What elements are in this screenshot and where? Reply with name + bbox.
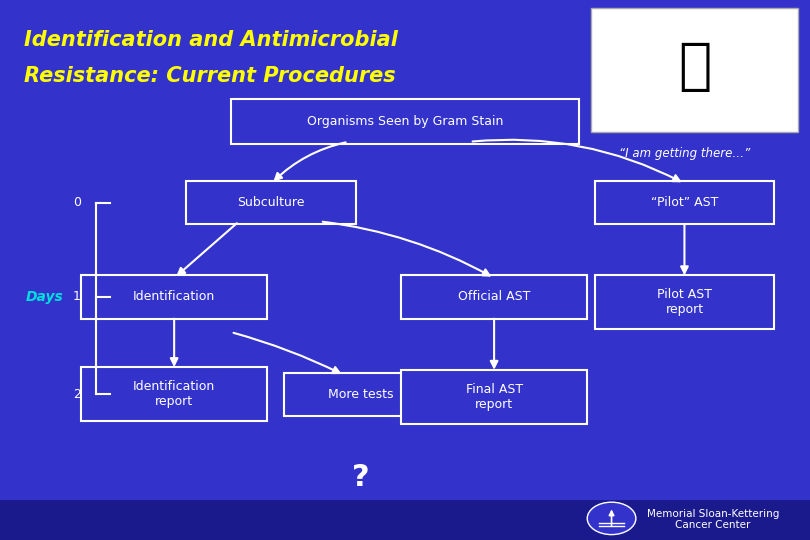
Text: Identification and Antimicrobial: Identification and Antimicrobial: [24, 30, 399, 51]
FancyBboxPatch shape: [595, 181, 774, 224]
FancyBboxPatch shape: [595, 275, 774, 329]
FancyBboxPatch shape: [81, 367, 267, 421]
FancyBboxPatch shape: [231, 98, 579, 144]
Text: Final AST
report: Final AST report: [466, 383, 522, 411]
Text: “I am getting there…”: “I am getting there…”: [619, 147, 750, 160]
Text: Memorial Sloan-Kettering
Cancer Center: Memorial Sloan-Kettering Cancer Center: [646, 509, 779, 530]
FancyBboxPatch shape: [401, 275, 587, 319]
Text: 2: 2: [73, 388, 81, 401]
FancyBboxPatch shape: [284, 373, 437, 416]
FancyBboxPatch shape: [401, 370, 587, 424]
Text: 1: 1: [73, 291, 81, 303]
Text: Identification: Identification: [133, 291, 215, 303]
Text: Subculture: Subculture: [237, 196, 305, 209]
Text: 0: 0: [73, 196, 81, 209]
Text: Pilot AST
report: Pilot AST report: [657, 288, 712, 316]
Text: Days: Days: [26, 290, 63, 304]
Text: “Pilot” AST: “Pilot” AST: [650, 196, 718, 209]
FancyBboxPatch shape: [186, 181, 356, 224]
FancyBboxPatch shape: [0, 500, 810, 540]
FancyBboxPatch shape: [81, 275, 267, 319]
Text: Organisms Seen by Gram Stain: Organisms Seen by Gram Stain: [307, 115, 503, 128]
FancyBboxPatch shape: [591, 8, 798, 132]
Text: ?: ?: [352, 463, 369, 492]
Text: Identification
report: Identification report: [133, 380, 215, 408]
Text: 🐢: 🐢: [678, 40, 712, 94]
Circle shape: [587, 502, 636, 535]
Text: Official AST: Official AST: [458, 291, 531, 303]
Text: More tests: More tests: [328, 388, 393, 401]
Text: Resistance: Current Procedures: Resistance: Current Procedures: [24, 65, 396, 86]
